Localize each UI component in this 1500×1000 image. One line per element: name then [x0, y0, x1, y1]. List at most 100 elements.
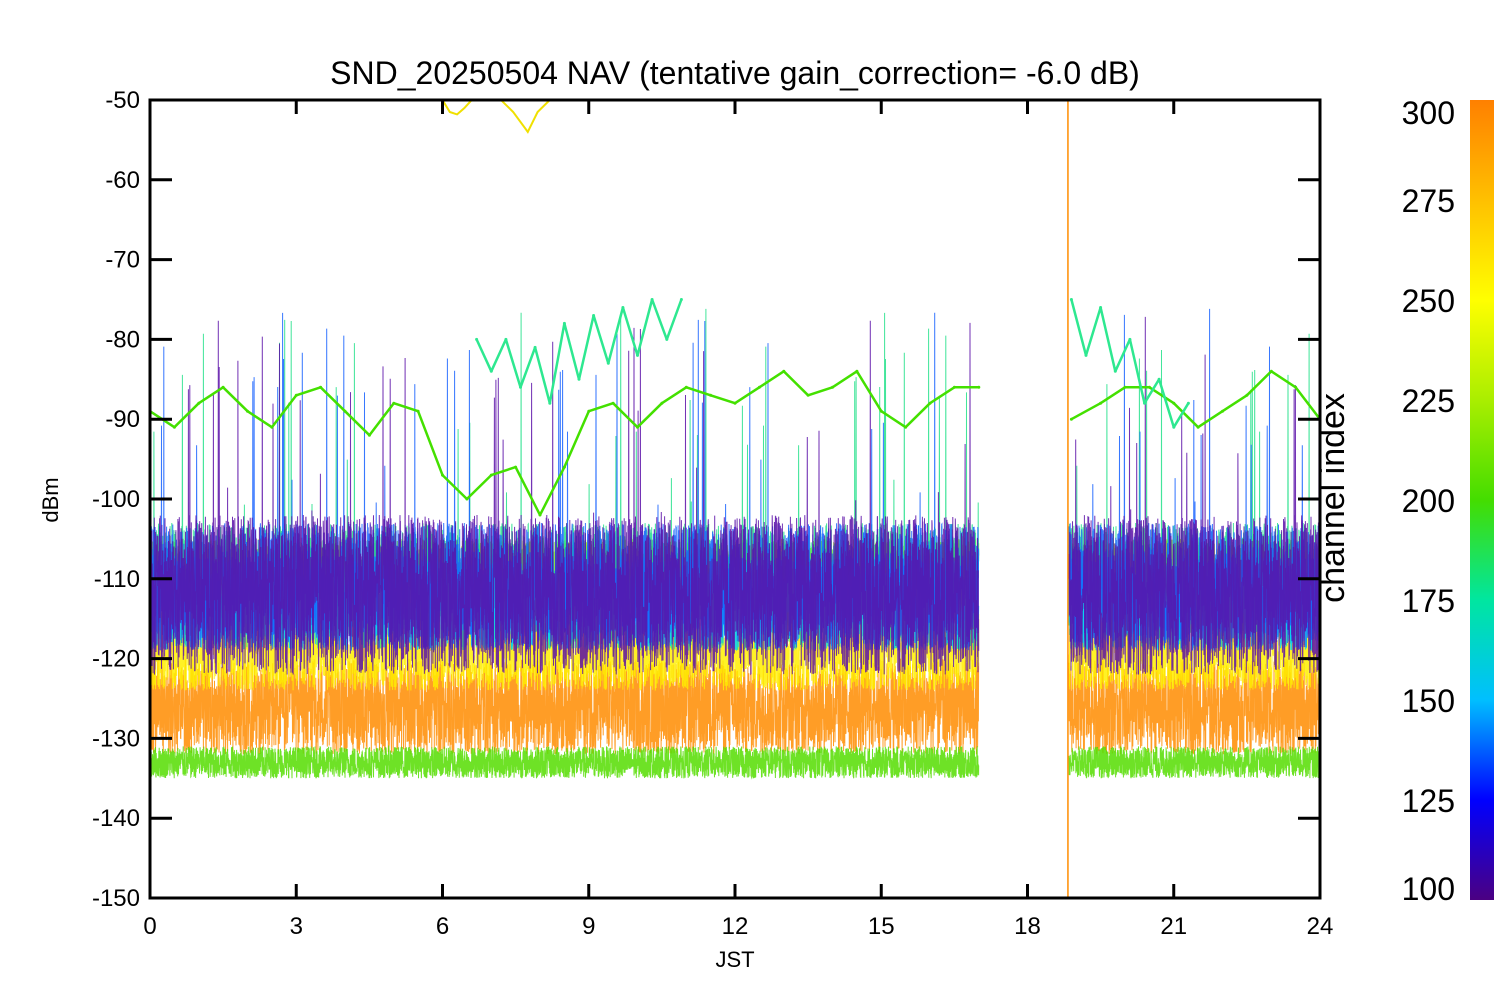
series-point-8-30 [879, 409, 883, 413]
series-point-8-25 [757, 385, 761, 389]
series-point-8-9 [367, 433, 371, 437]
series-point-8-23 [709, 393, 713, 397]
series-point-9-5 [548, 401, 552, 405]
series-point-9-1 [489, 369, 493, 373]
y-tick-label-8: -130 [92, 725, 140, 752]
y-tick-label-10: -150 [92, 885, 140, 912]
series-point-8-35 [1069, 417, 1073, 421]
plot-area [151, 101, 1320, 898]
series-point-9-22 [1172, 425, 1176, 429]
series-point-8-42 [1245, 393, 1249, 397]
series-point-8-22 [684, 385, 688, 389]
series-point-8-24 [733, 401, 737, 405]
colorbar-tick-label-3: 225 [1402, 383, 1455, 419]
colorbar-tick-label-5: 175 [1402, 583, 1455, 619]
series-point-8-1 [172, 425, 176, 429]
series-point-9-17 [1099, 306, 1103, 309]
series-point-8-36 [1099, 401, 1103, 405]
series-point-8-37 [1123, 385, 1127, 389]
series-point-8-21 [660, 401, 664, 405]
chart-title: SND_20250504 NAV (tentative gain_correct… [330, 55, 1140, 91]
series-point-8-17 [562, 465, 566, 469]
series-point-9-16 [1084, 353, 1088, 357]
series-point-9-18 [1113, 369, 1117, 373]
series-point-9-12 [650, 298, 654, 301]
series-point-8-3 [221, 385, 225, 389]
y-tick-label-4: -90 [105, 406, 140, 433]
series-point-9-11 [636, 353, 639, 357]
series-point-8-41 [1221, 409, 1224, 413]
series-point-8-31 [904, 425, 908, 429]
colorbar-tick-label-2: 250 [1402, 283, 1455, 319]
series-point-8-13 [465, 497, 469, 501]
x-tick-label-0: 0 [143, 913, 156, 940]
y-tick-label-5: -100 [92, 486, 140, 513]
series-point-9-21 [1157, 377, 1161, 381]
series-point-9-0 [475, 337, 479, 341]
x-tick-label-2: 6 [436, 913, 449, 940]
series-point-8-20 [636, 425, 639, 429]
series-point-8-8 [343, 409, 347, 413]
y-axis-label: dBm [38, 477, 63, 522]
series-point-8-6 [294, 393, 298, 397]
series-line-channel-210-9 [475, 298, 1190, 429]
series-point-8-11 [416, 409, 420, 413]
colorbar-ticks: 300 275 250 225 200 175 150 125 100 [1402, 95, 1455, 907]
y-tick-label-2: -70 [105, 247, 140, 274]
series-point-8-27 [806, 393, 810, 397]
series-point-8-33 [952, 385, 956, 389]
x-tick-label-6: 18 [1014, 913, 1041, 940]
y-tick-label-0: -50 [105, 87, 140, 114]
series-point-9-9 [606, 361, 610, 365]
series-point-8-44 [1294, 385, 1298, 389]
top-trace-0 [441, 101, 473, 116]
series-channel-110-7 [151, 316, 1320, 676]
colorbar-tick-label-1: 275 [1402, 183, 1455, 219]
colorbar [1470, 100, 1494, 900]
series-point-8-2 [197, 401, 201, 405]
series-point-8-29 [855, 369, 859, 373]
y-tick-label-6: -110 [94, 566, 140, 593]
colorbar-tick-label-6: 150 [1402, 683, 1455, 719]
y-tick-label-7: -120 [92, 646, 140, 673]
series-point-8-43 [1269, 369, 1273, 373]
x-tick-label-4: 12 [722, 913, 749, 940]
series-point-8-32 [928, 401, 932, 405]
series-point-8-19 [611, 401, 615, 405]
series-point-9-13 [665, 337, 669, 341]
series-point-8-12 [441, 473, 444, 477]
x-tick-label-5: 15 [868, 913, 895, 940]
series-point-8-38 [1147, 385, 1151, 389]
series-channel-240-3 [151, 744, 1320, 780]
series-point-9-20 [1143, 401, 1146, 405]
series-point-8-18 [587, 409, 591, 413]
series-point-8-40 [1196, 425, 1200, 429]
series-point-8-4 [246, 409, 249, 413]
series-point-9-14 [679, 298, 683, 301]
series-point-9-4 [533, 345, 537, 349]
x-axis-label: JST [715, 947, 754, 972]
x-tick-label-1: 3 [290, 913, 303, 940]
colorbar-tick-label-4: 200 [1402, 483, 1455, 519]
series-point-8-39 [1172, 401, 1176, 405]
series-point-8-28 [831, 385, 834, 389]
colorbar-tick-label-0: 300 [1402, 95, 1455, 131]
series-point-8-14 [489, 473, 493, 477]
series-point-8-26 [782, 369, 786, 373]
series-point-9-10 [621, 306, 625, 309]
series-point-9-6 [562, 321, 566, 325]
top-trace-1 [500, 101, 551, 134]
plot-frame [148, 98, 1322, 900]
x-tick-label-3: 9 [582, 913, 595, 940]
series-point-8-7 [319, 385, 323, 389]
y-tick-label-3: -80 [105, 326, 140, 353]
series-point-8-34 [977, 385, 981, 389]
series-point-9-15 [1069, 298, 1073, 301]
colorbar-label: channel index [1314, 393, 1352, 603]
series-point-9-19 [1128, 337, 1132, 341]
series-point-9-3 [519, 385, 522, 389]
x-axis-ticks: 0 3 6 9 12 15 18 21 24 [143, 100, 1333, 940]
y-axis-ticks: -50 -60 -70 -80 -90 -100 -110 -120 -130 -140 -150 [92, 87, 1320, 912]
series-point-9-23 [1186, 401, 1190, 405]
